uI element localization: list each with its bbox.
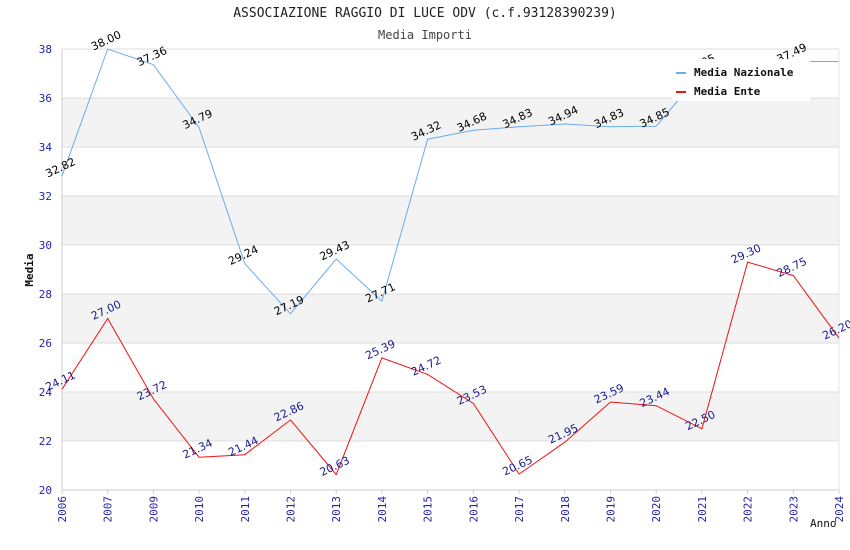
chart-subtitle: Media Importi — [378, 28, 472, 42]
y-tick-label: 30 — [39, 239, 52, 252]
y-tick-label: 32 — [39, 190, 52, 203]
x-tick-label: 2019 — [604, 496, 617, 523]
x-tick-label: 2020 — [650, 496, 663, 523]
y-tick-label: 20 — [39, 484, 52, 497]
x-tick-label: 2023 — [787, 496, 800, 523]
grid-lines — [62, 48, 839, 491]
y-tick-label: 24 — [39, 386, 53, 399]
data-label: 24.11 — [43, 369, 77, 394]
x-tick-label: 2014 — [376, 496, 389, 523]
x-tick-label: 2021 — [696, 496, 709, 523]
x-axis-title: Anno — [810, 517, 837, 530]
chart-title: ASSOCIAZIONE RAGGIO DI LUCE ODV (c.f.931… — [233, 6, 617, 21]
y-tick-label: 28 — [39, 288, 52, 301]
x-tick-label: 2015 — [422, 496, 435, 523]
data-label: 20.63 — [318, 454, 352, 479]
x-tick-label: 2013 — [330, 496, 343, 523]
x-tick-label: 2016 — [467, 496, 480, 523]
y-tick-label: 38 — [39, 43, 52, 56]
data-label: 37.36 — [135, 44, 169, 69]
series-line-media-ente — [61, 261, 840, 476]
legend-label: Media Ente — [694, 85, 761, 98]
legend-label: Media Nazionale — [694, 66, 794, 79]
y-tick-label: 36 — [39, 92, 52, 105]
grid-band — [62, 98, 839, 147]
x-tick-label: 2011 — [239, 496, 252, 523]
x-tick-label: 2012 — [285, 496, 298, 523]
data-label: 24.72 — [409, 354, 443, 379]
y-axis-title: Media — [23, 253, 36, 286]
grid-band — [62, 392, 839, 441]
x-tick-label: 2010 — [193, 496, 206, 523]
y-tick-label: 26 — [39, 337, 52, 350]
data-label: 20.65 — [501, 453, 535, 478]
x-tick-label: 2009 — [147, 496, 160, 523]
data-label: 38.00 — [89, 28, 123, 53]
legend: Media Nazionale Media Ente — [672, 59, 810, 101]
grid-band — [62, 196, 839, 245]
data-label: 32.82 — [43, 155, 77, 180]
y-tick-label: 22 — [39, 435, 52, 448]
legend-box — [672, 59, 810, 101]
data-label: 28.75 — [775, 255, 809, 280]
x-tick-label: 2017 — [513, 496, 526, 523]
x-tick-label: 2006 — [56, 496, 69, 523]
x-tick-label: 2007 — [102, 496, 115, 523]
data-label: 29.24 — [226, 243, 260, 268]
grid-band — [62, 294, 839, 343]
x-tick-label: 2018 — [559, 496, 572, 523]
y-tick-label: 34 — [39, 141, 53, 154]
grid-bands — [62, 98, 839, 441]
x-tick-label: 2024 — [833, 496, 846, 523]
x-tick-label: 2022 — [742, 496, 755, 523]
